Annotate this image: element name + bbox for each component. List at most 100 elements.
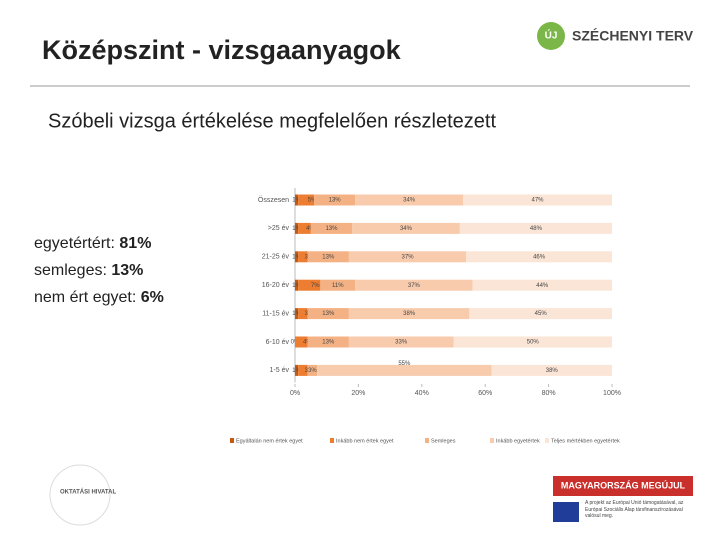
bar-segment bbox=[355, 194, 464, 206]
bar-segment bbox=[453, 336, 612, 348]
legend-swatch bbox=[330, 438, 334, 443]
bar-segment bbox=[295, 222, 299, 234]
y-tick-label: Összesen bbox=[258, 196, 289, 204]
data-label: 1% bbox=[292, 198, 301, 204]
bar-segment bbox=[314, 194, 356, 206]
bar-segment bbox=[295, 364, 299, 376]
bar-segment bbox=[298, 251, 308, 263]
data-label: 5% bbox=[308, 198, 317, 204]
bar-segment bbox=[298, 222, 311, 234]
bar-segment bbox=[355, 279, 473, 291]
banner-bg bbox=[553, 476, 693, 496]
summary-label: semleges: bbox=[34, 262, 107, 279]
bar-segment bbox=[472, 279, 612, 291]
oh-logo: OKTATÁSI HIVATAL bbox=[60, 489, 116, 496]
data-label: 45% bbox=[535, 311, 548, 317]
logo-badge: ÚJ bbox=[545, 29, 558, 42]
data-label: 13% bbox=[329, 198, 342, 204]
data-label: 38% bbox=[403, 311, 416, 317]
data-label: 13% bbox=[322, 311, 335, 317]
legend-label: Egyáltalán nem értek egyet bbox=[236, 438, 303, 444]
bar-segment bbox=[298, 364, 308, 376]
summary-line: nem ért egyet: 6% bbox=[34, 289, 164, 306]
bar-segment bbox=[320, 279, 356, 291]
bar-segment bbox=[298, 194, 315, 206]
bar-segment bbox=[469, 308, 612, 320]
data-label: 33% bbox=[395, 340, 408, 346]
summary-value: 6% bbox=[141, 289, 164, 306]
x-tick-label: 100% bbox=[603, 390, 621, 397]
legend-label: Inkább nem értek egyet bbox=[336, 438, 394, 444]
bar-segment bbox=[348, 251, 467, 263]
data-label: 46% bbox=[533, 254, 546, 260]
data-label: 1% bbox=[292, 226, 301, 232]
bar-segment bbox=[459, 222, 612, 234]
x-tick-label: 40% bbox=[415, 390, 429, 397]
bar-segment bbox=[317, 364, 492, 376]
logo-text: SZÉCHENYI TERV bbox=[572, 28, 694, 44]
data-label: 37% bbox=[408, 283, 421, 289]
logo-badge-bg bbox=[537, 22, 565, 50]
summary-value: 81% bbox=[119, 235, 151, 252]
summary-label: nem ért egyet: bbox=[34, 289, 136, 306]
legend-swatch bbox=[490, 438, 494, 443]
bar-segment bbox=[307, 308, 349, 320]
data-label: 4% bbox=[303, 340, 312, 346]
x-tick-label: 0% bbox=[290, 390, 300, 397]
data-label: 13% bbox=[322, 254, 335, 260]
bar-segment bbox=[298, 279, 321, 291]
data-label: 1% bbox=[292, 368, 301, 374]
banner-text: MAGYARORSZÁG MEGÚJUL bbox=[561, 479, 686, 490]
legend-label: Inkább egyetértek bbox=[496, 438, 540, 444]
eu-text-box: A projekt az Európai Unió támogatásával,… bbox=[585, 500, 684, 519]
data-label: 1% bbox=[292, 311, 301, 317]
bar-segment bbox=[307, 251, 349, 263]
data-label: 7% bbox=[311, 283, 320, 289]
data-label: 44% bbox=[536, 283, 549, 289]
y-tick-label: 6-10 év bbox=[266, 339, 290, 346]
bar-segment bbox=[307, 364, 318, 376]
legend-swatch bbox=[425, 438, 429, 443]
data-label: 34% bbox=[403, 198, 416, 204]
data-label: 34% bbox=[400, 226, 413, 232]
data-label: 38% bbox=[546, 368, 559, 374]
data-label: 47% bbox=[531, 198, 544, 204]
eu-text: A projekt az Európai Unió támogatásával,… bbox=[585, 500, 684, 519]
bar-segment bbox=[463, 194, 612, 206]
data-label: 13% bbox=[325, 226, 338, 232]
data-label: 11% bbox=[332, 283, 344, 289]
legend-label: Semleges bbox=[431, 438, 456, 444]
eu-flag bbox=[553, 502, 579, 522]
data-label: 50% bbox=[527, 340, 540, 346]
bar-segment bbox=[466, 251, 612, 263]
bar-segment bbox=[352, 222, 460, 234]
y-tick-label: 21-25 év bbox=[262, 254, 290, 261]
oh-logo-ring bbox=[49, 464, 111, 526]
slide-title: Középszint - vizsgaanyagok bbox=[42, 35, 402, 65]
x-tick-label: 60% bbox=[478, 390, 492, 397]
x-tick-label: 20% bbox=[351, 390, 365, 397]
legend-label: Teljes mértékben egyetértek bbox=[551, 438, 620, 444]
bar-segment bbox=[295, 336, 308, 348]
summary: egyetértért: 81% semleges: 13% nem ért egy… bbox=[34, 235, 164, 306]
bar-segment bbox=[348, 336, 454, 348]
data-label: 3% bbox=[308, 368, 317, 374]
data-label: 4% bbox=[306, 226, 315, 232]
bar-segment bbox=[295, 251, 299, 263]
bar-segment bbox=[295, 308, 299, 320]
data-label: 1% bbox=[292, 283, 301, 289]
subtitle: Szóbeli vizsga értékelése megfelelően ré… bbox=[48, 110, 496, 132]
data-label: 1% bbox=[292, 254, 301, 260]
bar-segment bbox=[307, 336, 349, 348]
data-label: 37% bbox=[402, 254, 415, 260]
bar-segment bbox=[491, 364, 612, 376]
summary-line: semleges: 13% bbox=[34, 262, 143, 279]
data-label: 55% bbox=[398, 361, 411, 367]
legend-swatch bbox=[545, 438, 549, 443]
x-tick-label: 80% bbox=[542, 390, 556, 397]
bar-segment bbox=[295, 194, 299, 206]
y-tick-label: >25 év bbox=[268, 225, 290, 232]
bar-segment bbox=[348, 308, 470, 320]
y-tick-label: 16-20 év bbox=[262, 282, 290, 289]
